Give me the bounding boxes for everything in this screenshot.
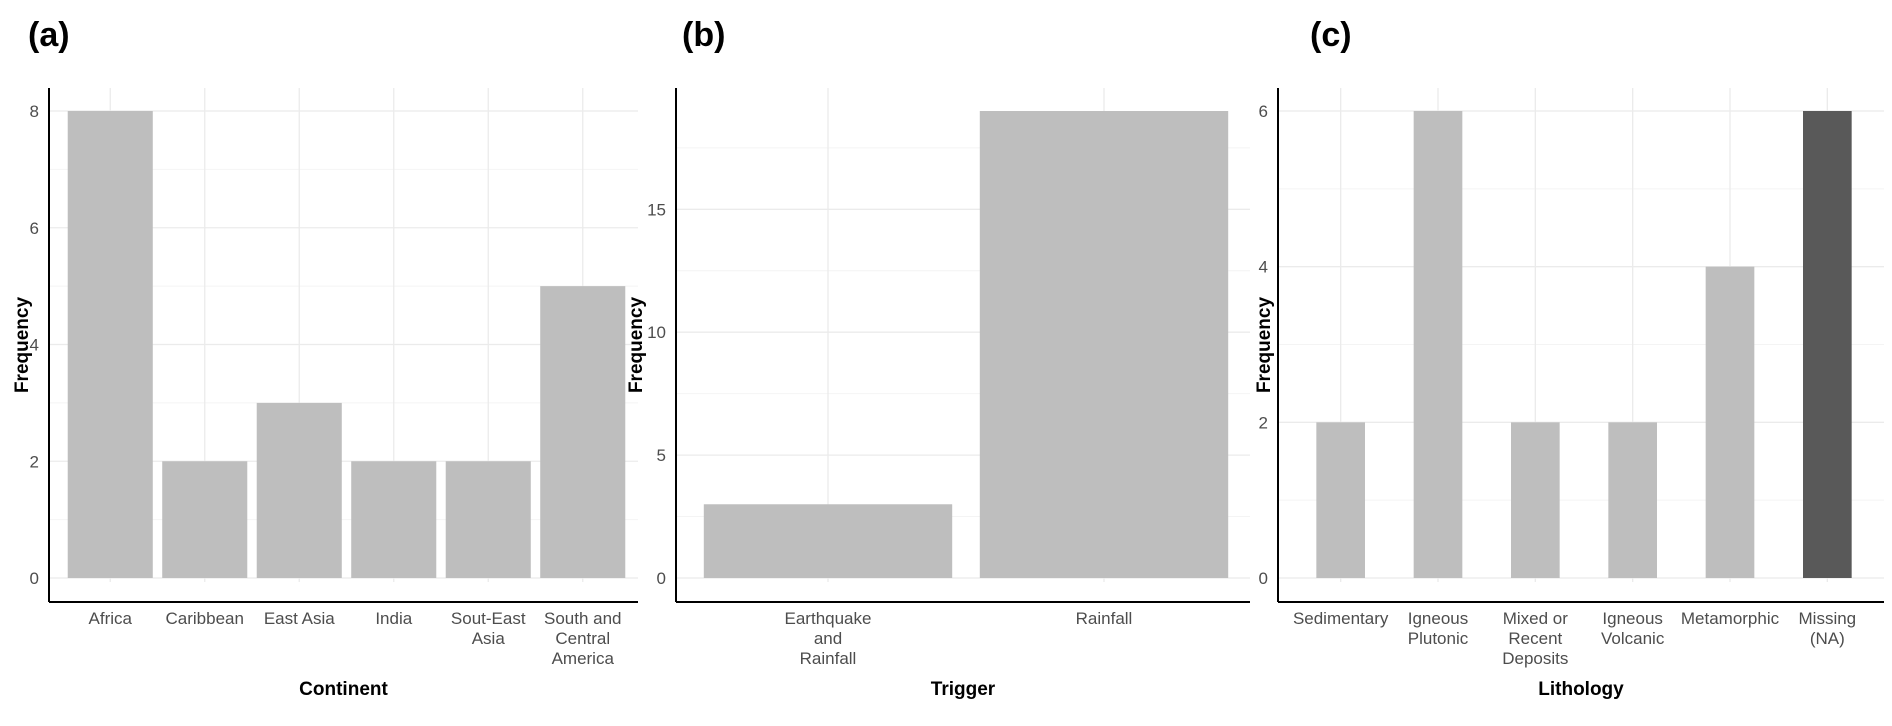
y-tick-label: 15 (647, 200, 666, 219)
bar-rainfall (979, 111, 1229, 578)
bar-south-and-central-america (540, 286, 626, 578)
bar-india (351, 461, 437, 578)
bar-igneous-plutonic (1413, 111, 1463, 578)
y-tick-label: 10 (647, 323, 666, 342)
bar-earthquake-and-rainfall (703, 504, 953, 578)
x-tick-label: Igneous Volcanic (1601, 609, 1665, 648)
x-tick-label: Africa (89, 609, 133, 628)
y-axis-title: Frequency (12, 297, 33, 394)
bar-missing-na (1803, 111, 1852, 578)
y-tick-label: 4 (1259, 258, 1268, 277)
bar-mixed-or-recent-deposits (1511, 422, 1560, 578)
y-axis-title: Frequency (626, 297, 647, 394)
x-tick-label: Igneous Plutonic (1408, 609, 1469, 648)
y-tick-label: 2 (1259, 413, 1268, 432)
bar-east-asia (256, 402, 342, 578)
x-tick-label: Mixed or Recent Deposits (1502, 609, 1568, 668)
y-axis-title: Frequency (1254, 297, 1275, 394)
x-axis-title: Trigger (931, 679, 996, 700)
x-tick-label: East Asia (264, 609, 335, 628)
x-tick-label: Rainfall (1076, 609, 1133, 628)
y-tick-label: 6 (30, 219, 39, 238)
y-tick-label: 2 (30, 452, 39, 471)
x-tick-label: Metamorphic (1681, 609, 1780, 628)
x-tick-label: Earthquake and Rainfall (785, 609, 872, 668)
bar-sout-east-asia (445, 461, 531, 578)
x-tick-label: Sout-East Asia (451, 609, 526, 648)
panel-label: (b) (682, 16, 725, 54)
y-tick-label: 4 (30, 336, 39, 355)
x-tick-label: Sedimentary (1293, 609, 1389, 628)
x-axis-title: Continent (299, 679, 388, 700)
bar-sedimentary (1316, 422, 1365, 578)
y-tick-label: 0 (1259, 569, 1268, 588)
bar-africa (67, 111, 153, 578)
panel-c: (c) 0 2 4 6 Sedimentary Igneous Plutonic Mixed o… (1254, 16, 1884, 700)
y-tick-label: 0 (30, 569, 39, 588)
panel-a: (a) 0 2 4 6 8 Africa Caribbean East Asia India Sou… (12, 16, 638, 700)
y-tick-label: 8 (30, 102, 39, 121)
bar-caribbean (162, 461, 248, 578)
x-tick-label: Caribbean (166, 609, 244, 628)
x-tick-label: India (375, 609, 412, 628)
y-tick-label: 0 (657, 569, 666, 588)
bar-igneous-volcanic (1608, 422, 1657, 578)
y-tick-label: 5 (657, 446, 666, 465)
x-tick-label: Missing (NA) (1799, 609, 1857, 648)
y-tick-label: 6 (1259, 102, 1268, 121)
x-axis-title: Lithology (1538, 679, 1624, 700)
panel-label: (c) (1310, 16, 1352, 54)
panel-label: (a) (28, 16, 70, 54)
x-tick-label: South and Central America (544, 609, 622, 668)
panel-b: (b) 0 5 10 15 Earthquake and Rainfall Rainfall Tr… (626, 16, 1250, 700)
bar-metamorphic (1705, 266, 1755, 578)
